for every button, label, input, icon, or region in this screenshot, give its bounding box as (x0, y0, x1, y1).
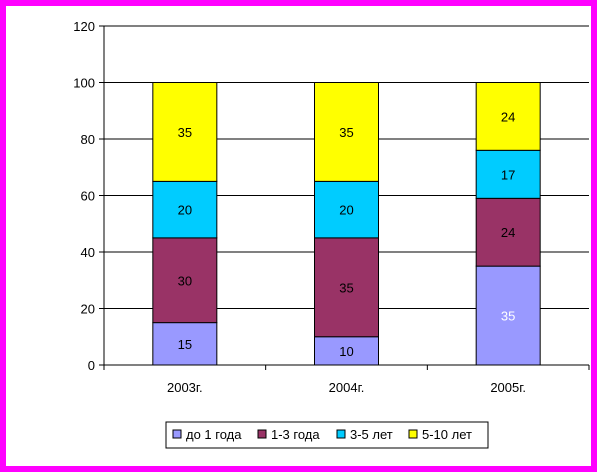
data-label: 10 (339, 344, 353, 359)
legend-label: до 1 года (186, 427, 242, 442)
bar-segment-2005г.-5-10 лет (475, 82, 541, 151)
bar-segment-2004г.-до 1 года (314, 336, 379, 366)
bar-segment-2003г.-до 1 года (152, 322, 218, 366)
y-tick-label: 20 (81, 302, 95, 317)
data-label: 35 (339, 125, 353, 140)
data-label: 17 (501, 167, 515, 182)
bar-segment-2003г.-1-3 года (152, 237, 218, 324)
y-tick-label: 0 (88, 358, 95, 373)
data-label: 24 (501, 225, 515, 240)
bar-segment-2005г.-3-5 лет (475, 149, 541, 199)
legend: до 1 года 1-3 года 3-5 лет 5-10 лет (165, 421, 489, 449)
bar-segment-2005г.-1-3 года (475, 197, 541, 267)
legend-swatch (336, 429, 346, 439)
y-tick-label: 100 (73, 76, 95, 91)
legend-swatch (408, 429, 418, 439)
bar-segment-2003г.-5-10 лет (152, 82, 218, 182)
data-label: 20 (339, 203, 353, 218)
legend-label: 3-5 лет (350, 427, 393, 442)
bar-segment-2004г.-5-10 лет (314, 82, 379, 182)
legend-label: 5-10 лет (422, 427, 472, 442)
data-label: 30 (178, 273, 192, 288)
y-axis-ticks: 0 20 40 60 80 100 120 (73, 19, 105, 373)
data-label: 35 (501, 309, 515, 324)
bar-segment-2004г.-3-5 лет (314, 180, 379, 239)
legend-box (165, 421, 489, 449)
x-axis-ticks: 2003г. 2004г. 2005г. (103, 364, 590, 395)
x-tick-label: 2003г. (167, 380, 203, 395)
y-tick-label: 40 (81, 245, 95, 260)
bar-segment-2003г.-3-5 лет (152, 180, 218, 239)
y-tick-label: 60 (81, 189, 95, 204)
legend-swatch (172, 429, 182, 439)
bar-segment-2005г.-до 1 года (475, 265, 541, 366)
legend-swatch (257, 429, 267, 439)
data-label: 20 (178, 203, 192, 218)
data-label: 35 (178, 125, 192, 140)
data-label: 15 (178, 337, 192, 352)
x-tick-label: 2005г. (490, 380, 526, 395)
bars: 15 30 20 35 10 35 20 35 35 24 17 24 (152, 82, 541, 366)
data-label: 35 (339, 280, 353, 295)
y-tick-label: 120 (73, 19, 95, 34)
y-tick-label: 80 (81, 132, 95, 147)
data-label: 24 (501, 109, 515, 124)
bar-segment-2004г.-1-3 года (314, 237, 379, 338)
x-tick-label: 2004г. (329, 380, 365, 395)
legend-label: 1-3 года (271, 427, 320, 442)
